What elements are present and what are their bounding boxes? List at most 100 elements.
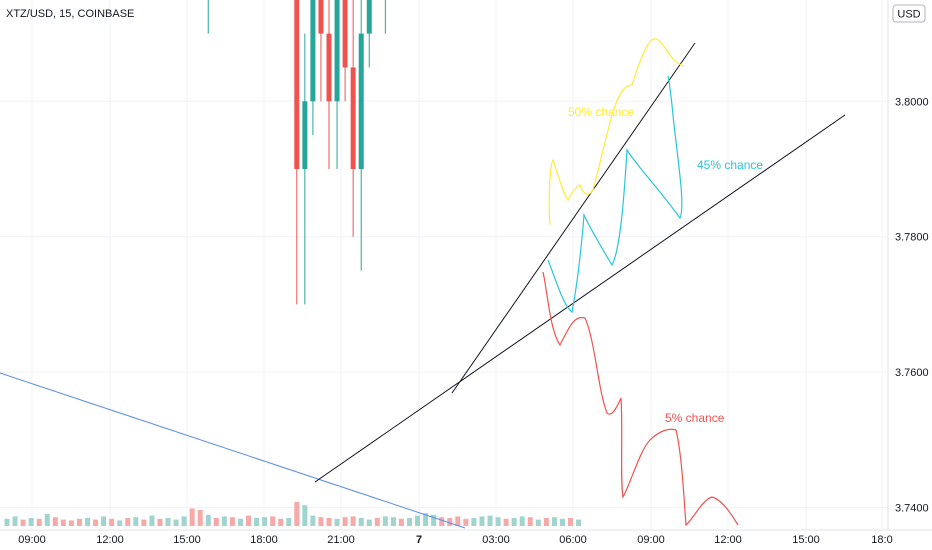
volume-bar <box>157 518 163 526</box>
time-tick-label: 09:00 <box>637 534 665 546</box>
volume-bar <box>189 508 195 526</box>
candle[interactable] <box>326 0 332 169</box>
candle[interactable] <box>383 0 388 34</box>
price-axis[interactable]: 3.74003.76003.78003.80003.82003.84003.86… <box>887 0 929 530</box>
candle[interactable] <box>334 0 340 169</box>
drawings[interactable] <box>0 38 846 529</box>
volume-bar <box>12 516 18 526</box>
volume-bar <box>568 518 573 526</box>
volume-bar <box>479 516 485 526</box>
red-path[interactable] <box>542 271 739 527</box>
candle-body <box>366 0 372 34</box>
volume-bar <box>543 518 549 526</box>
volume-bar <box>487 515 493 526</box>
volume-bar <box>68 520 74 526</box>
time-axis[interactable]: 09:00 12:00 15:00 18:00 21:00 7 03:00 06:00 09:0… <box>0 529 932 546</box>
time-tick-label: 21:00 <box>327 534 355 546</box>
volume-bar <box>270 516 276 526</box>
candle[interactable] <box>302 33 308 305</box>
candle-body <box>310 0 316 102</box>
volume-bar <box>286 518 292 526</box>
candle[interactable] <box>206 0 211 34</box>
volume-bar <box>165 518 171 526</box>
volume-bar <box>439 517 445 526</box>
annotation-labels: 50% chance 45% chance 5% chance <box>568 105 763 425</box>
volume-bar <box>246 515 251 526</box>
time-tick-label: 12:00 <box>714 534 742 546</box>
time-tick-label: 18:0 <box>871 534 892 546</box>
chart-grid <box>0 0 888 530</box>
volume-bar <box>20 519 26 526</box>
volume-bar <box>358 518 364 526</box>
chart-title: XTZ/USD, 15, COINBASE <box>6 8 134 20</box>
volume-bar <box>173 519 179 526</box>
candle-body <box>342 0 348 68</box>
volume-bar <box>519 516 525 526</box>
volume-bar <box>398 518 404 526</box>
volume-bar <box>181 516 187 526</box>
volume-bar <box>76 518 82 526</box>
volume-bar <box>141 519 147 526</box>
volume-bar <box>125 518 131 526</box>
lower-trendline[interactable] <box>314 114 846 483</box>
candle-body <box>358 33 364 169</box>
candle[interactable] <box>310 0 316 136</box>
volume-bar <box>535 519 541 526</box>
volume-bar <box>4 518 10 526</box>
volume-bar <box>133 517 139 526</box>
candle[interactable] <box>318 0 324 102</box>
volume-bar <box>262 517 268 526</box>
time-tick-label: 09:00 <box>18 534 46 546</box>
volume-bar <box>559 518 565 526</box>
candle[interactable] <box>350 0 356 237</box>
candle-body <box>350 67 356 169</box>
volume-bar <box>278 518 284 526</box>
volume-bar <box>342 517 348 526</box>
currency-label: USD <box>897 9 920 21</box>
candle[interactable] <box>294 0 300 305</box>
candles[interactable] <box>5 0 582 305</box>
time-tick-label: 15:00 <box>792 534 820 546</box>
volume-bar <box>318 517 324 526</box>
volume-bar <box>221 516 227 526</box>
volume-bar <box>423 513 429 526</box>
volume-bar <box>205 514 211 526</box>
blue-downtrend-line[interactable] <box>0 372 466 529</box>
volume-bar <box>93 519 99 526</box>
currency-badge[interactable]: USD <box>892 4 926 23</box>
time-tick-label: 15:00 <box>173 534 201 546</box>
volume-bar <box>213 518 219 526</box>
volume-bar <box>117 520 123 526</box>
volume-bar <box>503 518 509 526</box>
volume-bar <box>366 519 372 526</box>
volume-bar <box>101 516 107 526</box>
volume-bar <box>390 517 396 526</box>
time-tick-label: 12:00 <box>96 534 124 546</box>
volume-bar <box>527 517 533 526</box>
candle[interactable] <box>366 0 372 68</box>
cyan-path[interactable] <box>547 75 683 314</box>
volume-bar <box>229 517 235 526</box>
volume-bar <box>511 518 517 526</box>
candle-body <box>294 0 300 169</box>
volume-bar <box>463 518 469 526</box>
volume-bar <box>551 517 557 526</box>
yellow-path[interactable] <box>548 38 685 226</box>
volume-bar <box>149 515 155 526</box>
candle[interactable] <box>342 0 348 102</box>
volume-bar <box>374 518 380 526</box>
candle[interactable] <box>358 0 364 271</box>
time-tick-label: 03:00 <box>482 534 510 546</box>
volume-bar <box>382 516 388 526</box>
volume-bar <box>302 505 308 526</box>
time-tick-label: 06:00 <box>559 534 587 546</box>
upper-trendline[interactable] <box>451 42 696 394</box>
volume-bar <box>197 510 203 526</box>
volume-bar <box>85 518 90 526</box>
volume-bar <box>455 516 461 526</box>
volume-bar <box>254 518 260 526</box>
annotation-text: 50% chance <box>568 105 634 119</box>
volume-bar <box>447 518 453 526</box>
volume-bars <box>4 502 582 526</box>
